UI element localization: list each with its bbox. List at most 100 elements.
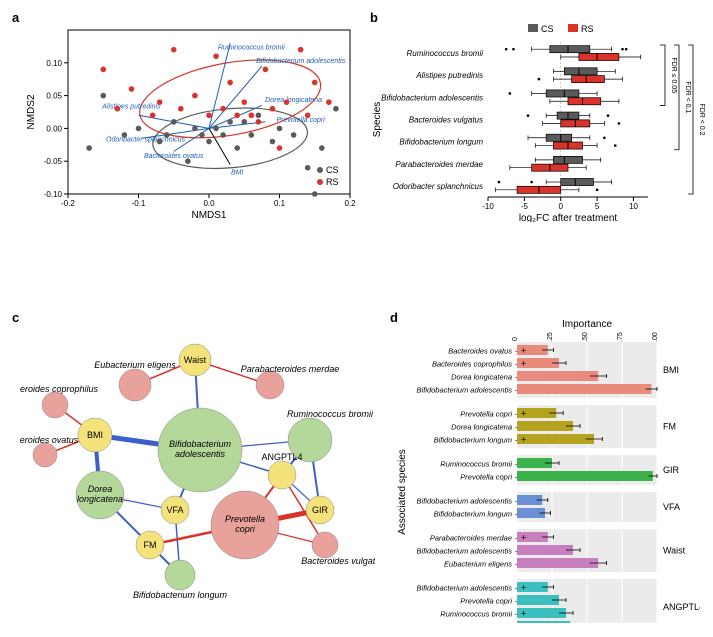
svg-text:Odoribacter splanchnicus: Odoribacter splanchnicus bbox=[393, 182, 483, 191]
svg-text:GIR: GIR bbox=[312, 505, 329, 515]
panel-c: Waist Eubacterium eligens Parabacteroides … bbox=[20, 330, 375, 620]
svg-text:10: 10 bbox=[629, 202, 638, 211]
svg-text:0: 0 bbox=[559, 202, 564, 211]
svg-text:Prevotella copri: Prevotella copri bbox=[460, 597, 512, 606]
svg-text:+: + bbox=[521, 409, 526, 419]
svg-text:log₂FC after treatment: log₂FC after treatment bbox=[519, 213, 618, 222]
svg-text:0: 0 bbox=[512, 337, 519, 341]
svg-text:5: 5 bbox=[595, 202, 600, 211]
svg-text:-10: -10 bbox=[482, 202, 494, 211]
svg-text:Waist: Waist bbox=[184, 355, 207, 365]
svg-text:BMI: BMI bbox=[663, 365, 679, 375]
svg-text:0.2: 0.2 bbox=[344, 199, 356, 208]
svg-text:Parabacteroides merdae: Parabacteroides merdae bbox=[430, 534, 512, 543]
svg-text:Bifidobacterium longum: Bifidobacterium longum bbox=[399, 138, 483, 147]
svg-text:BMI: BMI bbox=[231, 169, 244, 176]
svg-text:Bifidobacterium adolescentis: Bifidobacterium adolescentis bbox=[417, 547, 513, 556]
svg-text:+: + bbox=[521, 435, 526, 445]
svg-text:ANGPTL4: ANGPTL4 bbox=[261, 452, 302, 462]
svg-text:RS: RS bbox=[326, 177, 339, 187]
svg-text:Bifidobacterium adolescentis: Bifidobacterium adolescentis bbox=[417, 497, 513, 506]
svg-text:FDR < 0.2: FDR < 0.2 bbox=[698, 103, 705, 135]
svg-text:Eubacterium eligens: Eubacterium eligens bbox=[444, 560, 512, 569]
panel-a: -0.2 -0.1 0.0 0.1 0.2 -0.10 -0.05 0.00 0.05 0.10 N… bbox=[20, 22, 360, 222]
panel-a-label: a bbox=[12, 10, 19, 25]
svg-text:Bifidobacterium longum: Bifidobacterium longum bbox=[133, 590, 228, 600]
svg-text:Ruminococcus bromii: Ruminococcus bromii bbox=[440, 610, 512, 619]
svg-text:CS: CS bbox=[326, 165, 339, 175]
svg-text:Bacteroides ovatus: Bacteroides ovatus bbox=[144, 153, 204, 160]
svg-text:Ruminococcus bromii: Ruminococcus bromii bbox=[218, 45, 285, 52]
svg-text:Bacteroides coprophilus: Bacteroides coprophilus bbox=[432, 360, 512, 369]
svg-text:Prevotella copri: Prevotella copri bbox=[460, 410, 512, 419]
svg-text:FDR ≤ 0.05: FDR ≤ 0.05 bbox=[670, 57, 677, 93]
svg-text:NMDS2: NMDS2 bbox=[26, 94, 37, 129]
network-diagram: Waist Eubacterium eligens Parabacteroides … bbox=[20, 330, 375, 620]
panel-d: Importance00.250.500.751.00+Bacteroides … bbox=[395, 318, 700, 623]
svg-text:Bifidobacterium adolescentis: Bifidobacterium adolescentis bbox=[381, 93, 483, 102]
svg-text:longicatena: longicatena bbox=[77, 494, 123, 504]
svg-text:FM: FM bbox=[144, 540, 157, 550]
svg-text:-0.05: -0.05 bbox=[44, 157, 63, 166]
svg-text:0.10: 0.10 bbox=[46, 59, 62, 68]
svg-text:Prevotella copri: Prevotella copri bbox=[460, 473, 512, 482]
svg-text:0.00: 0.00 bbox=[46, 124, 62, 133]
svg-text:Species: Species bbox=[372, 102, 383, 138]
svg-text:BMI: BMI bbox=[87, 430, 103, 440]
svg-text:+: + bbox=[521, 609, 526, 619]
boxplot: CS RS Ruminococcus bromii Alistipes putredi… bbox=[370, 22, 705, 222]
svg-text:Ruminococcus bromii: Ruminococcus bromii bbox=[440, 460, 512, 469]
svg-text:Ruminococcus bromii: Ruminococcus bromii bbox=[407, 49, 484, 58]
svg-text:0.0: 0.0 bbox=[203, 199, 215, 208]
svg-text:0.1: 0.1 bbox=[274, 199, 286, 208]
svg-text:+: + bbox=[521, 346, 526, 356]
svg-text:VFA: VFA bbox=[663, 502, 680, 512]
panel-b: CS RS Ruminococcus bromii Alistipes putredi… bbox=[370, 22, 705, 222]
svg-text:Bacteroides vulgatus: Bacteroides vulgatus bbox=[301, 556, 375, 566]
svg-text:CS: CS bbox=[541, 24, 554, 34]
svg-text:Alistipes putredinis: Alistipes putredinis bbox=[101, 104, 161, 111]
svg-text:Alistipes putredinis: Alistipes putredinis bbox=[415, 71, 483, 80]
svg-text:+: + bbox=[521, 533, 526, 543]
svg-text:Dorea: Dorea bbox=[88, 484, 113, 494]
svg-text:Bacteroides vulgatus: Bacteroides vulgatus bbox=[442, 623, 512, 624]
svg-text:Dorea longicatena: Dorea longicatena bbox=[451, 423, 512, 432]
svg-text:-5: -5 bbox=[521, 202, 529, 211]
svg-text:FDR < 0.1: FDR < 0.1 bbox=[684, 81, 691, 113]
svg-text:-0.10: -0.10 bbox=[44, 190, 63, 199]
svg-text:Dorea longicatena: Dorea longicatena bbox=[265, 97, 322, 104]
svg-text:Dorea longicatena: Dorea longicatena bbox=[451, 373, 512, 382]
svg-text:Associated species: Associated species bbox=[397, 449, 408, 535]
svg-text:copri: copri bbox=[235, 524, 256, 534]
svg-text:Prevotella: Prevotella bbox=[225, 514, 265, 524]
svg-text:FM: FM bbox=[663, 422, 676, 432]
svg-text:Bifidobacterium longum: Bifidobacterium longum bbox=[434, 436, 512, 445]
svg-text:Waist: Waist bbox=[663, 546, 686, 556]
svg-text:Bifidobacterium adolescentis: Bifidobacterium adolescentis bbox=[256, 58, 346, 65]
svg-text:Bifidobacterium longum: Bifidobacterium longum bbox=[434, 510, 512, 519]
svg-text:ANGPTL4: ANGPTL4 bbox=[663, 602, 700, 612]
svg-text:Eubacterium eligens: Eubacterium eligens bbox=[94, 360, 176, 370]
svg-text:Parabacteroides merdae: Parabacteroides merdae bbox=[241, 364, 340, 374]
figure: a b c d -0.2-0.10.00.10.2-0.10-0.050.000… bbox=[10, 10, 703, 627]
svg-text:Importance: Importance bbox=[562, 319, 612, 330]
svg-text:+: + bbox=[521, 583, 526, 593]
svg-text:Bifidobacterium: Bifidobacterium bbox=[169, 439, 232, 449]
importance-bars: Importance00.250.500.751.00+Bacteroides … bbox=[395, 318, 700, 623]
svg-text:0.05: 0.05 bbox=[46, 92, 62, 101]
panel-c-label: c bbox=[12, 310, 19, 325]
svg-text:Odoribacter splanchnicus: Odoribacter splanchnicus bbox=[106, 137, 185, 144]
svg-text:Bacteroides coprophilus: Bacteroides coprophilus bbox=[20, 384, 99, 394]
svg-text:adolescentis: adolescentis bbox=[175, 449, 226, 459]
svg-text:Parabacteroides merdae: Parabacteroides merdae bbox=[395, 160, 483, 169]
svg-text:-0.1: -0.1 bbox=[132, 199, 146, 208]
svg-text:Bacteroides vulgatus: Bacteroides vulgatus bbox=[409, 116, 483, 125]
svg-text:Bifidobacterium adolescentis: Bifidobacterium adolescentis bbox=[417, 584, 513, 593]
svg-text:GIR: GIR bbox=[663, 465, 680, 475]
svg-text:Bifidobacterium adolescentis: Bifidobacterium adolescentis bbox=[417, 386, 513, 395]
svg-text:-0.2: -0.2 bbox=[61, 199, 75, 208]
svg-text:+: + bbox=[521, 359, 526, 369]
svg-text:VFA: VFA bbox=[166, 505, 183, 515]
svg-text:NMDS1: NMDS1 bbox=[191, 210, 226, 221]
svg-text:RS: RS bbox=[581, 24, 594, 34]
